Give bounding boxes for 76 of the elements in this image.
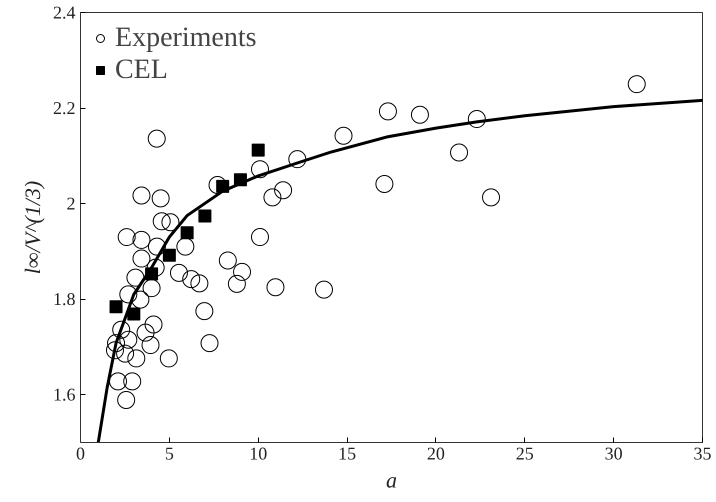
x-tick-label: 20 [426, 444, 445, 464]
point [152, 212, 171, 230]
point [170, 264, 188, 282]
point [109, 372, 127, 390]
point [127, 349, 146, 368]
point [132, 230, 150, 249]
point [152, 189, 170, 208]
legend-label: Experiments [115, 22, 257, 54]
point [162, 248, 176, 262]
point [228, 274, 246, 293]
point [123, 372, 142, 390]
point [288, 150, 306, 168]
x-tick-label: 25 [516, 444, 534, 464]
point [482, 188, 500, 206]
point [144, 316, 163, 334]
x-tick-label: 30 [604, 444, 623, 464]
point [119, 330, 138, 349]
point [148, 238, 166, 256]
point [132, 186, 150, 204]
x-tick-label: 15 [338, 444, 356, 464]
point [119, 285, 138, 304]
y-tick-label: 2 [66, 194, 76, 214]
point [233, 262, 252, 281]
point [180, 226, 194, 240]
y-tick-label: 1.6 [53, 384, 76, 405]
point [182, 270, 200, 288]
point [148, 130, 166, 148]
y-tick-label: 1.8 [53, 289, 76, 310]
point [117, 390, 136, 409]
point [106, 341, 124, 360]
point [208, 176, 227, 194]
line-series [96, 98, 702, 442]
y-axis-title: l∞/V^(1/3) [20, 180, 45, 274]
point [110, 300, 123, 314]
x-tick-label: 10 [249, 444, 268, 464]
point [198, 210, 212, 223]
point [131, 290, 150, 309]
point [160, 349, 178, 368]
y-tick-label: 2.4 [53, 2, 76, 22]
point [266, 278, 284, 296]
point [107, 334, 126, 352]
point [263, 188, 282, 206]
point [378, 102, 397, 120]
point [628, 75, 646, 94]
point [136, 324, 155, 342]
x-axis-title: a [386, 468, 397, 492]
point [142, 279, 161, 298]
x-tick-label: 0 [76, 444, 85, 464]
point [116, 344, 134, 363]
legend-label: CEL [115, 54, 168, 86]
point [190, 274, 208, 292]
point [334, 126, 353, 145]
point [375, 175, 394, 194]
point [142, 336, 160, 354]
point [146, 258, 165, 277]
point [250, 160, 269, 178]
point [161, 213, 180, 232]
point [195, 302, 214, 320]
point [200, 334, 219, 352]
point [118, 228, 136, 246]
point [127, 307, 140, 320]
point [450, 144, 468, 162]
point [218, 251, 237, 270]
point [176, 238, 194, 256]
point [252, 144, 265, 157]
point [132, 250, 150, 268]
point [410, 106, 429, 124]
y-tick-label: 2.2 [53, 98, 76, 118]
x-tick-label: 35 [694, 444, 712, 464]
point [468, 110, 486, 128]
x-tick-label: 5 [164, 444, 174, 464]
point [274, 181, 292, 200]
point [314, 280, 333, 299]
point [250, 228, 269, 246]
point [126, 268, 144, 287]
point [112, 320, 130, 339]
